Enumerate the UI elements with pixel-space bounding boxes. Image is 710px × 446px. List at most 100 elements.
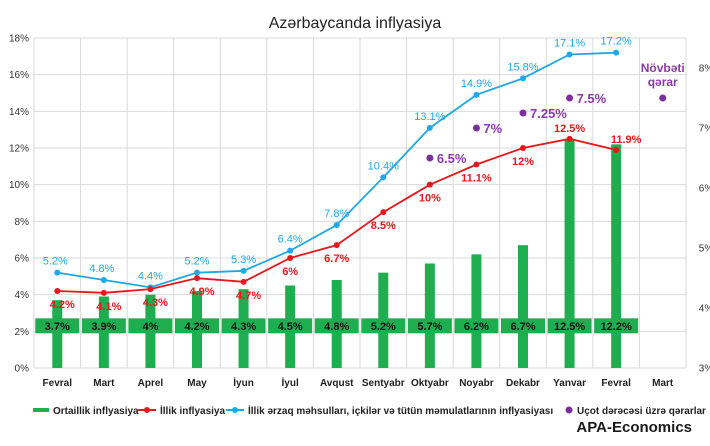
left-axis-ticks: 0% 2% 4% 6% 8% 10% 12% 14% 16% 18% — [9, 34, 29, 375]
bar-crossarm — [501, 318, 545, 334]
x-tick-label: İyun — [233, 376, 254, 389]
x-tick-label: Aprel — [138, 378, 164, 389]
food-inflation-point — [613, 49, 620, 56]
right-tick-label: 4% — [699, 304, 710, 315]
bar-label: 12.5% — [554, 321, 585, 333]
annual-inflation-point — [240, 278, 247, 285]
food-inflation-label: 15.8% — [507, 61, 538, 73]
annual-inflation-label: 4.3% — [143, 297, 168, 309]
x-tick-label: İyul — [282, 376, 299, 389]
bar-label: 4.8% — [324, 321, 349, 333]
bar-label: 6.7% — [510, 321, 535, 333]
annual-inflation-point — [380, 209, 387, 216]
x-tick-label: Fevral — [43, 378, 73, 389]
line-series: 5.2% 4.8% 4.4% 5.2% 5.3% 6.4% 7.8% 10.4% 13.1% 14… — [43, 36, 642, 313]
bar-label: 12.2% — [601, 321, 632, 333]
right-tick-label: 3% — [699, 364, 710, 375]
annual-inflation-label: 4.7% — [236, 290, 261, 302]
left-tick-label: 4% — [15, 290, 30, 301]
annual-inflation-label: 12.5% — [554, 123, 585, 135]
policy-rate-point — [426, 154, 434, 162]
policy-rate-point — [472, 124, 480, 132]
food-inflation-label: 6.4% — [278, 234, 303, 246]
bar-crossarm — [35, 318, 80, 334]
food-inflation-label: 5.2% — [43, 256, 68, 268]
annual-inflation-label: 10% — [419, 193, 441, 205]
food-inflation-point — [566, 51, 573, 58]
bar-crossarm — [221, 318, 266, 334]
food-inflation-point — [100, 277, 107, 283]
food-inflation-point — [333, 222, 340, 228]
food-inflation-label: 17.2% — [601, 36, 632, 48]
policy-rate-label: 6.5% — [437, 151, 467, 166]
legend-label-policy: Uçot dərəcəsi üzrə qərarlar — [577, 406, 706, 417]
legend-swatch-dot — [144, 407, 150, 413]
bar-label: 5.7% — [417, 321, 442, 333]
food-inflation-point — [240, 267, 247, 274]
annual-inflation-label: 11.9% — [611, 134, 642, 146]
food-inflation-label: 14.9% — [461, 78, 492, 90]
legend-swatch-bars — [33, 408, 49, 412]
annual-inflation-label: 4.2% — [50, 299, 75, 311]
annual-inflation-point — [473, 161, 480, 168]
left-tick-label: 18% — [9, 34, 29, 45]
gridlines — [33, 37, 687, 369]
x-axis-ticks: Fevral Mart Aprel May İyun İyul Avqust Sentyabr… — [43, 376, 674, 389]
legend: Ortaillik inflyasiya İllik inflyasiya İlli… — [33, 404, 706, 417]
x-tick-label: Fevral — [601, 378, 631, 389]
x-tick-label: Yanvar — [553, 378, 586, 389]
legend-swatch-dot — [232, 407, 238, 413]
annual-inflation-point — [54, 288, 61, 294]
food-inflation-label: 5.3% — [231, 254, 256, 266]
annual-inflation-point — [287, 255, 294, 261]
bar — [52, 300, 63, 368]
bar-label: 4.2% — [184, 321, 209, 333]
policy-rate-label: 7% — [483, 121, 502, 136]
left-tick-label: 14% — [9, 107, 29, 118]
policy-rate-label: 7.5% — [577, 91, 607, 106]
food-inflation-point — [426, 124, 433, 131]
bar-crossarm — [547, 318, 592, 334]
bar-label: 5.2% — [371, 321, 396, 333]
food-inflation-label: 10.4% — [368, 160, 399, 172]
bar-series: 3.7% 3.9% 4% 4.2% 4.3% 4.5% 4.8% 5.2% 5.7% 6.2% 6.… — [35, 138, 639, 368]
bar-crossarm — [361, 318, 406, 334]
bar-crossarm — [594, 318, 639, 334]
bar — [564, 138, 575, 368]
annual-inflation-point — [520, 145, 526, 151]
right-axis-ticks: 3% 4% 5% 6% 7% 8% — [699, 64, 710, 375]
policy-rate-label: 7.25% — [530, 106, 567, 121]
food-inflation-point — [287, 247, 294, 254]
annual-inflation-label: 11.1% — [461, 173, 492, 185]
bar — [471, 254, 482, 368]
left-tick-label: 12% — [9, 144, 29, 155]
policy-rate-point — [519, 109, 527, 117]
legend-label-line: İllik ərzaq məhsulları, içkilər və tütün… — [248, 404, 553, 417]
bar-label: 4.3% — [231, 321, 256, 333]
bar-crossarm — [81, 318, 126, 334]
left-tick-label: 16% — [9, 70, 29, 81]
food-inflation-point — [520, 75, 526, 82]
source-label: APA-Economics — [576, 419, 692, 436]
bar — [611, 144, 622, 368]
annual-inflation-point — [613, 146, 620, 153]
food-inflation-point — [473, 91, 480, 98]
right-tick-label: 8% — [699, 64, 710, 75]
x-tick-label: Oktyabr — [411, 378, 449, 389]
x-tick-label: Mart — [652, 378, 674, 389]
right-tick-label: 7% — [699, 124, 710, 135]
policy-rate-point — [566, 94, 574, 102]
x-tick-label: Mart — [93, 378, 115, 389]
bar-label: 6.2% — [464, 321, 489, 333]
annual-inflation-label: 8.5% — [371, 220, 396, 232]
bar-crossarm — [314, 318, 359, 334]
x-tick-label: Sentyabr — [362, 378, 405, 389]
x-tick-label: Dekabr — [506, 378, 540, 389]
food-inflation-point — [54, 269, 61, 276]
legend-swatch-policy — [565, 406, 573, 414]
legend-label-line: İllik inflyasiya — [160, 404, 225, 417]
annual-inflation-point — [194, 275, 200, 282]
